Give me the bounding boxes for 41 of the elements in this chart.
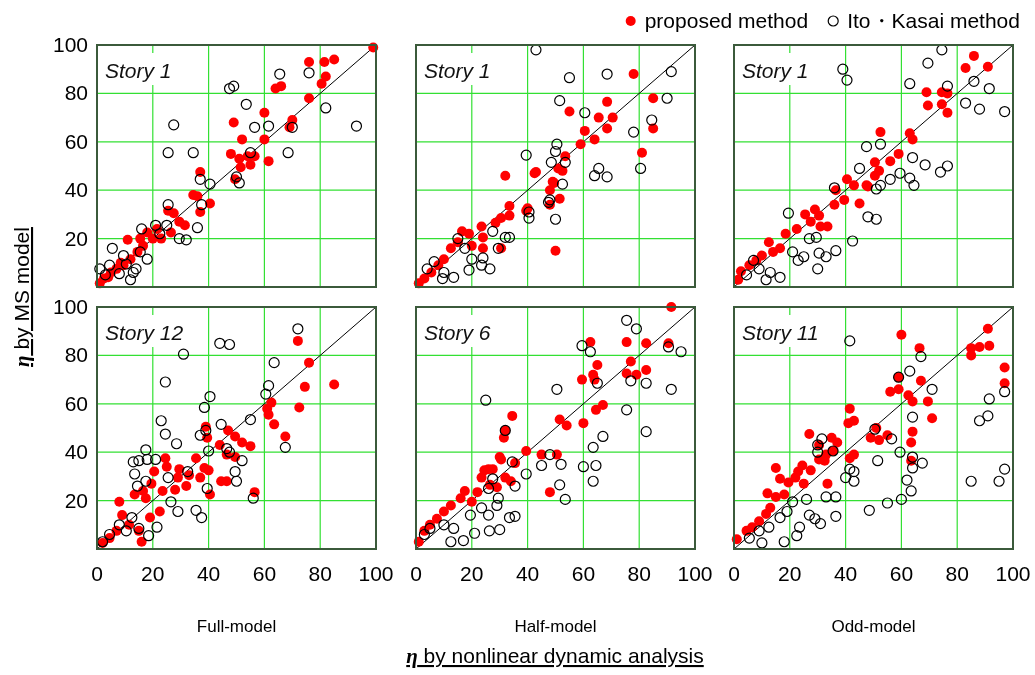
y-tick-label: 60 [64, 391, 88, 415]
y-tick-label: 100 [52, 295, 88, 318]
legend-label: proposed method [644, 9, 809, 32]
x-axis-title: Half-model [514, 617, 597, 636]
y-tick-label: 40 [64, 440, 88, 464]
x-tick-label: 80 [308, 562, 332, 585]
x-tick-label: 100 [995, 562, 1031, 585]
legend-label: Ito・Kasai method [847, 9, 1020, 32]
x-tick-label: 40 [833, 562, 858, 585]
x-tick-label: 0 [410, 562, 422, 585]
x-tick-label: 60 [252, 562, 277, 585]
text: Story 1 [105, 59, 172, 82]
x-tick-label: 0 [91, 562, 103, 585]
x-tick-label: 60 [571, 562, 596, 585]
y-tick-label: 80 [64, 343, 88, 367]
x-tick-label: 60 [889, 562, 914, 585]
x-tick-label: 20 [460, 562, 484, 585]
x-tick-label: 100 [677, 562, 713, 585]
text: Story 12 [105, 321, 184, 344]
text: η by nonlinear dynamic analysis [406, 644, 704, 668]
x-axis-title: Odd-model [831, 617, 916, 636]
y-tick-label: 60 [64, 129, 88, 153]
x-tick-label: 20 [778, 562, 802, 585]
x-axis-title: Full-model [196, 617, 277, 636]
y-tick-label: 20 [64, 226, 88, 250]
x-tick-label: 80 [627, 562, 651, 585]
x-tick-label: 20 [141, 562, 165, 585]
text: Story 11 [742, 321, 819, 344]
x-tick-label: 0 [728, 562, 740, 585]
y-tick-label: 80 [64, 81, 88, 105]
y-axis-title: η by MS model [10, 227, 34, 367]
y-tick-label: 20 [64, 488, 88, 512]
x-tick-label: 40 [515, 562, 540, 585]
x-tick-label: 40 [196, 562, 221, 585]
y-tick-label: 40 [64, 178, 88, 202]
text: Story 6 [424, 321, 491, 344]
x-tick-label: 80 [945, 562, 969, 585]
x-tick-label: 100 [358, 562, 394, 585]
text: Story 1 [424, 59, 491, 82]
y-tick-label: 100 [52, 33, 88, 56]
text: Story 1 [742, 59, 809, 82]
